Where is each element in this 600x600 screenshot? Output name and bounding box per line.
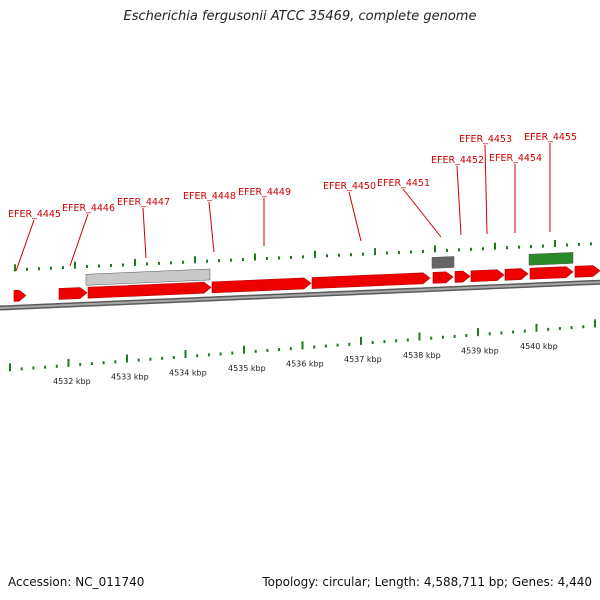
kbp-label: 4534 kbp xyxy=(169,368,207,377)
kbp-label: 4536 kbp xyxy=(286,360,324,369)
gene-label-efer_4450: EFER_4450 xyxy=(323,181,376,192)
gene-arrow-efer_4445 xyxy=(13,289,27,302)
kbp-label: 4537 kbp xyxy=(344,355,382,364)
backbone-highlight xyxy=(0,281,600,309)
outer-tick-track xyxy=(14,240,592,272)
kbp-label: 4539 kbp xyxy=(461,346,499,355)
gene-label-efer_4451: EFER_4451 xyxy=(377,178,430,189)
gene-label-efer_4447: EFER_4447 xyxy=(117,197,170,208)
gene-arrow-efer_4454 xyxy=(529,266,574,280)
gene-arrow-efer_4455 xyxy=(574,265,600,278)
inner-tick-track xyxy=(9,319,596,372)
gene-arrow-efer_4451 xyxy=(454,270,471,283)
gene-arrow-efer_4448 xyxy=(211,277,312,294)
genome-summary-text: Topology: circular; Length: 4,588,711 bp… xyxy=(262,575,592,589)
gene-arrow-efer_4450 xyxy=(432,271,454,284)
light-feature-bar xyxy=(85,268,211,286)
gene-leader-line xyxy=(142,207,147,259)
gene-arrow-efer_4449 xyxy=(311,272,431,289)
gene-leader-line xyxy=(484,144,488,235)
gene-leader-line xyxy=(402,188,442,238)
gene-leader-line xyxy=(456,165,462,236)
gene-label-efer_4453: EFER_4453 xyxy=(459,134,512,145)
label-leaders xyxy=(15,143,551,272)
kbp-label: 4540 kbp xyxy=(520,342,558,351)
feature-track xyxy=(85,252,574,286)
gene-label-efer_4452: EFER_4452 xyxy=(431,155,484,166)
dark-feature-bar xyxy=(431,256,455,269)
gene-label-efer_4445: EFER_4445 xyxy=(8,209,61,220)
kbp-labels: 4532 kbp 4533 kbp 4534 kbp 4535 kbp 4536 kbp… xyxy=(53,342,558,386)
gene-leader-line xyxy=(348,191,362,242)
gene-label-efer_4454: EFER_4454 xyxy=(489,153,542,164)
kbp-label: 4535 kbp xyxy=(228,364,266,373)
gene-arrow-efer_4452 xyxy=(470,269,505,283)
gene-label-efer_4449: EFER_4449 xyxy=(238,187,291,198)
kbp-label: 4538 kbp xyxy=(403,351,441,360)
gene-label-efer_4448: EFER_4448 xyxy=(183,191,236,202)
gene-arrow-efer_4453 xyxy=(504,268,529,281)
genome-backbone xyxy=(0,279,600,311)
green-feature-bar xyxy=(528,252,574,266)
gene-label-efer_4446: EFER_4446 xyxy=(62,203,115,214)
gene-arrow-efer_4447 xyxy=(87,281,212,299)
gene-track xyxy=(13,265,600,302)
accession-text: Accession: NC_011740 xyxy=(8,575,145,589)
gene-leader-line xyxy=(15,219,35,272)
map-title: Escherichia fergusonii ATCC 35469, compl… xyxy=(123,9,477,24)
gene-label-efer_4455: EFER_4455 xyxy=(524,132,577,143)
gene-arrow-efer_4446 xyxy=(58,287,88,300)
gene-leader-line xyxy=(208,201,215,253)
gene-leader-line xyxy=(69,213,89,267)
kbp-label: 4533 kbp xyxy=(111,373,149,382)
kbp-label: 4532 kbp xyxy=(53,377,91,386)
